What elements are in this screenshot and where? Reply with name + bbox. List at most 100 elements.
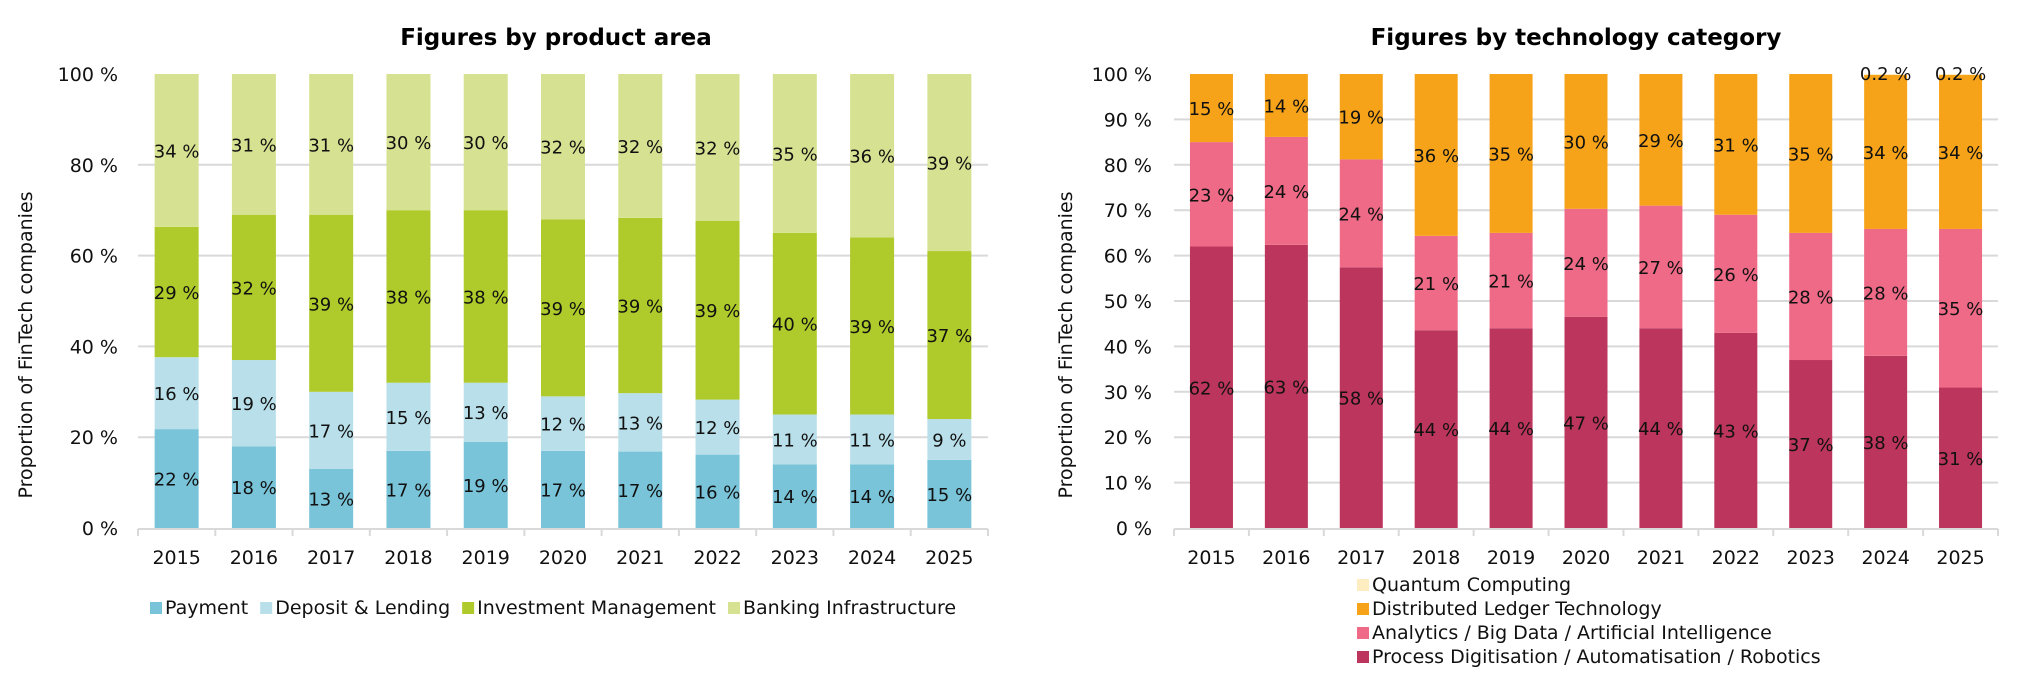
data-label: 16 % <box>154 384 200 405</box>
bar-segment <box>231 360 276 447</box>
data-label: 32 % <box>695 138 741 159</box>
x-tick-label: 2015 <box>1187 547 1235 569</box>
legend-label: Deposit & Lending <box>275 597 450 619</box>
axis-ticks: 0 % 20 % 40 % 60 % 80 % 100 % 2015 2016 2017 2018… <box>58 64 989 569</box>
x-tick-label: 2018 <box>1412 547 1460 569</box>
bar-segment <box>1864 74 1908 75</box>
x-tick-label: 2022 <box>1712 547 1760 569</box>
data-label: 37 % <box>926 326 972 347</box>
bar-segment <box>1714 74 1758 215</box>
bar-segment <box>1564 74 1608 209</box>
data-label: 63 % <box>1263 377 1309 398</box>
bar-segment <box>231 74 276 215</box>
data-label: 11 % <box>849 430 895 451</box>
bar-segment <box>1864 228 1908 356</box>
bar-segment <box>1414 74 1458 236</box>
legend-label: Investment Management <box>477 597 716 619</box>
bar-segment <box>695 74 740 221</box>
bar-segment <box>618 74 663 218</box>
bar-segment <box>772 74 817 233</box>
data-labels: 22 % 16 % 29 % 34 % 18 % 19 % 32 % 31 % 13 % 17 %… <box>154 133 972 510</box>
x-tick-label: 2021 <box>616 547 664 569</box>
data-label: 38 % <box>463 287 509 308</box>
data-label: 34 % <box>1863 143 1909 164</box>
data-label: 15 % <box>926 485 972 506</box>
legend-label: Payment <box>165 597 248 619</box>
bar-segment <box>927 419 972 460</box>
bar-segment <box>154 357 199 430</box>
bar-segment <box>927 74 972 252</box>
x-tick-label: 2019 <box>462 547 510 569</box>
bar-segment <box>463 382 508 442</box>
bar-segment <box>1639 328 1683 528</box>
data-label: 14 % <box>772 487 818 508</box>
bar-segment <box>1339 159 1383 268</box>
data-label: 19 % <box>1338 108 1384 129</box>
bar-segment <box>1189 246 1233 528</box>
bar-segment <box>695 220 740 400</box>
legend-label: Banking Infrastructure <box>743 597 956 619</box>
legend-swatch <box>260 602 273 614</box>
bar-segment <box>772 232 817 415</box>
y-axis-label: Proportion of FinTech companies <box>1055 191 1077 498</box>
bar-segment <box>1189 142 1233 247</box>
y-tick-label: 50 % <box>1104 291 1152 313</box>
y-tick-label: 0 % <box>82 518 118 540</box>
data-label: 35 % <box>772 144 818 165</box>
data-label: 40 % <box>772 315 818 336</box>
technology-category-chart: Figures by technology category Proportio… <box>1055 25 1999 668</box>
chart-title: Figures by product area <box>400 25 712 51</box>
data-label: 13 % <box>308 489 354 510</box>
x-tick-label: 2019 <box>1487 547 1535 569</box>
data-label: 19 % <box>231 394 277 415</box>
data-label: 36 % <box>849 147 895 168</box>
data-label: 44 % <box>1488 419 1534 440</box>
bar-segment <box>1564 208 1608 317</box>
bar-segment <box>231 446 276 528</box>
data-label: 24 % <box>1263 182 1309 203</box>
bar-segment <box>1639 205 1683 329</box>
legend-label: Process Digitisation / Automatisation / … <box>1372 646 1821 668</box>
x-tick-label: 2023 <box>1787 547 1835 569</box>
bar-segment <box>695 399 740 455</box>
bar-segment <box>1489 328 1533 528</box>
bar-segment <box>1864 74 1908 229</box>
x-tick-label: 2025 <box>1936 547 1984 569</box>
data-label: 24 % <box>1338 204 1384 225</box>
legend-swatch <box>1357 627 1369 639</box>
legend-label: Distributed Ledger Technology <box>1372 598 1662 620</box>
bar-segment <box>154 74 199 227</box>
y-axis-label: Proportion of FinTech companies <box>15 191 37 498</box>
data-label: 27 % <box>1638 258 1684 279</box>
y-tick-label: 60 % <box>70 246 118 268</box>
data-label: 36 % <box>1413 146 1459 167</box>
y-tick-label: 20 % <box>1104 427 1152 449</box>
data-label: 17 % <box>386 480 432 501</box>
y-tick-label: 60 % <box>1104 246 1152 268</box>
legend-swatch <box>150 602 162 614</box>
bar-segment <box>1714 214 1758 333</box>
bar-segment <box>1714 332 1758 528</box>
bar-segment <box>463 441 508 528</box>
data-label: 18 % <box>231 478 277 499</box>
bar-segment <box>1264 74 1308 137</box>
data-label: 21 % <box>1413 274 1459 295</box>
data-label: 32 % <box>540 138 586 159</box>
bar-segment <box>541 396 585 451</box>
x-tick-label: 2024 <box>1861 547 1909 569</box>
product-area-chart: Figures by product area Proportion of Fi… <box>15 25 989 619</box>
bar-segment <box>386 450 431 528</box>
bar-segment <box>309 214 354 392</box>
bar-segment <box>1864 355 1908 528</box>
bar-segment <box>618 451 663 528</box>
bar-segment <box>1264 244 1308 528</box>
bar-segment <box>386 382 431 451</box>
data-label: 29 % <box>154 283 200 304</box>
data-label: 21 % <box>1488 272 1534 293</box>
bar-segment <box>309 468 354 528</box>
y-tick-label: 70 % <box>1104 200 1152 222</box>
data-label: 12 % <box>540 415 586 436</box>
legend-label: Analytics / Big Data / Artificial Intell… <box>1372 622 1772 644</box>
data-label: 17 % <box>617 481 663 502</box>
